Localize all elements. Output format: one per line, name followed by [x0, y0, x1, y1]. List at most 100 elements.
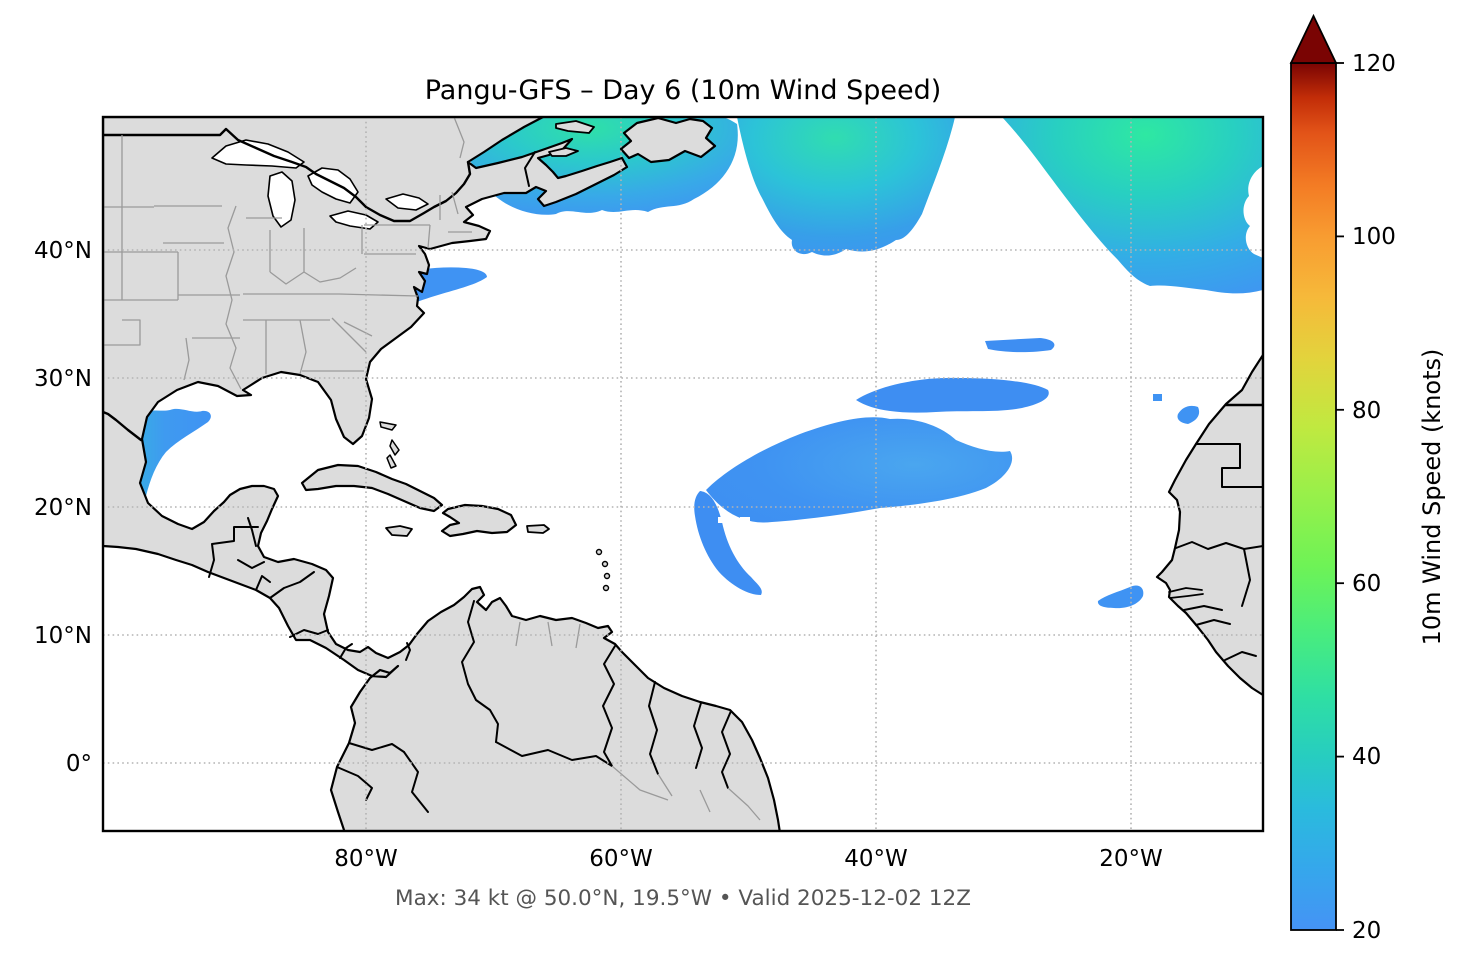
wind-patch-east-newfoundland: [737, 117, 955, 256]
page-title: Pangu-GFS – Day 6 (10m Wind Speed): [425, 75, 942, 106]
colorbar-tick-label: 60: [1352, 571, 1381, 597]
border-frguiana-brazil: [721, 710, 732, 789]
state-border: [515, 621, 521, 647]
wind-patch-band-hook: [694, 491, 762, 595]
coastline-lesser-antilles: [601, 560, 609, 568]
x-tick-label: 40°W: [844, 846, 908, 872]
colorbar-axis-label: 10m Wind Speed (knots): [1418, 349, 1446, 646]
lake-michigan: [267, 171, 296, 228]
colorbar-ticks: [1336, 62, 1344, 931]
border-gbissau-guinea: [1195, 619, 1231, 626]
border-guyana-suriname: [648, 681, 659, 775]
y-tick-label: 20°N: [34, 495, 92, 521]
x-tick-label: 60°W: [589, 846, 653, 872]
colorbar-tick-label: 100: [1352, 224, 1396, 250]
wind-patch-central-atlantic-band: [706, 417, 1013, 523]
wind-band-gap-dash: [718, 517, 734, 523]
colorbar: 20 40 60 80 100 120 10m Wind Speed (knot…: [1289, 13, 1446, 944]
coastline-lesser-antilles: [603, 572, 611, 580]
y-tick-label: 0°: [66, 751, 92, 777]
state-border: [343, 321, 373, 337]
border-us-mexico: [103, 410, 143, 442]
border-gambia-south: [1169, 593, 1204, 599]
wind-speck-canaries: [1153, 394, 1162, 401]
coastline-bahamas: [379, 421, 397, 431]
state-border: [699, 789, 711, 813]
border-nicaragua-costarica: [289, 629, 329, 638]
state-border: [657, 773, 673, 797]
border-venezuela-guyana: [602, 645, 616, 767]
coastline-lesser-antilles: [595, 548, 603, 556]
coastline-jamaica: [385, 525, 413, 537]
colorbar-tick-label: 20: [1352, 918, 1381, 944]
coastline-pei: [548, 147, 579, 157]
state-border: [225, 205, 242, 390]
border-wsahara-mauritania: [1195, 443, 1263, 488]
border-colombia-venezuela: [461, 600, 499, 743]
map-plot-area: [103, 117, 1263, 831]
x-axis-tick-labels: 80°W 60°W 40°W 20°W: [334, 846, 1163, 872]
lake-superior: [211, 139, 305, 169]
border-colombia-peru-brazil: [403, 751, 429, 813]
y-tick-label: 10°N: [34, 623, 92, 649]
colorbar-tick-label: 40: [1352, 744, 1381, 770]
colorbar-extend-arrow: [1289, 13, 1338, 64]
colorbar-gradient: [1290, 62, 1337, 931]
coastline-anticosti: [555, 120, 595, 134]
border-mauritania-senegal: [1175, 541, 1263, 550]
plot-frame: [101, 115, 1265, 833]
state-border: [453, 117, 465, 159]
coastline-bahamas: [389, 439, 400, 456]
coastline-cuba: [300, 463, 444, 513]
border-maine-nb: [524, 151, 536, 187]
border-venezuela-brazil: [495, 741, 613, 767]
coastline-newfoundland: [619, 117, 717, 164]
coastline-hispaniola: [440, 503, 518, 538]
border-costarica-panama: [339, 643, 353, 659]
colorbar-tick-labels: 20 40 60 80 100 120: [1352, 51, 1396, 944]
state-border: [183, 337, 190, 381]
colorbar-tick-label: 120: [1352, 51, 1396, 77]
wind-patch-off-senegal: [1097, 585, 1144, 609]
y-axis-tick-labels: 40°N 30°N 20°N 10°N 0°: [34, 238, 92, 777]
y-tick-label: 30°N: [34, 366, 92, 392]
wind-patch-notch: [1243, 166, 1263, 258]
border-colombia-ecuador: [348, 742, 405, 753]
coastline-bahamas: [386, 454, 397, 469]
wind-band-gap-dash: [740, 517, 750, 523]
coastline-lesser-antilles: [602, 584, 610, 592]
x-tick-label: 80°W: [334, 846, 398, 872]
country-borders: [103, 127, 1263, 813]
coastline-puerto-rico: [526, 524, 550, 534]
state-borders: [103, 117, 761, 821]
border-ecuador-peru: [336, 766, 373, 801]
border-honduras-nicaragua: [269, 571, 315, 599]
footer-caption: Max: 34 kt @ 50.0°N, 19.5°W • Valid 2025…: [395, 886, 971, 911]
wind-patch-gulf-of-mexico: [127, 408, 211, 516]
border-suriname-frguiana: [693, 702, 703, 769]
border-gambia-north: [1168, 587, 1203, 593]
state-border: [269, 267, 357, 285]
wind-patch-band-top-streak: [985, 338, 1055, 353]
border-senegal-mali: [1241, 548, 1251, 607]
state-border: [427, 224, 431, 249]
gridlines: [103, 117, 1263, 831]
border-honduras-elsalvador: [255, 575, 271, 591]
border-mexico-guatemala: [208, 526, 259, 578]
state-border: [338, 293, 419, 297]
border-us-canada: [103, 127, 472, 223]
lake-ontario: [385, 193, 429, 211]
state-border: [547, 621, 553, 647]
state-border: [299, 319, 307, 375]
state-border: [103, 319, 141, 346]
state-border: [611, 765, 669, 801]
state-border: [331, 317, 367, 353]
wind-patch-band-upper-arm: [856, 377, 1049, 413]
x-tick-label: 20°W: [1099, 846, 1163, 872]
border-guatemala-honduras: [237, 559, 265, 569]
state-border: [451, 191, 459, 215]
y-tick-label: 40°N: [34, 238, 92, 264]
border-panama-colombia: [405, 642, 411, 661]
